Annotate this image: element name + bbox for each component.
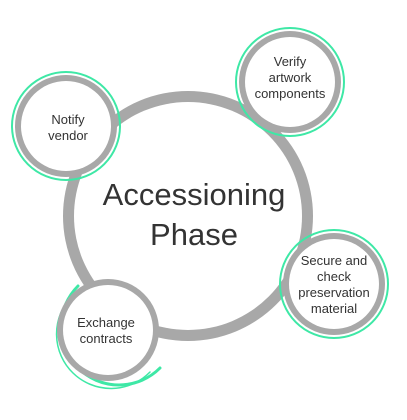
- step-exchange-fill: [63, 285, 153, 375]
- step-label-exchange: Exchange contracts: [77, 314, 135, 346]
- center-circle-fill: [74, 102, 302, 330]
- step-node-secure: [279, 229, 389, 339]
- step-secure-accent: [279, 229, 389, 339]
- step-label-verify: Verify artwork components: [254, 53, 326, 102]
- center-label: Accessioning Phase: [102, 176, 286, 252]
- step-notify-accent: [11, 71, 121, 181]
- step-label-secure: Secure and check preservation material: [298, 252, 370, 317]
- step-verify-fill: [245, 37, 335, 127]
- step-label-notify: Notify vendor: [48, 111, 88, 143]
- step-verify-accent: [235, 27, 345, 137]
- center-node: [63, 91, 313, 341]
- step-node-notify: [11, 71, 121, 181]
- step-secure-fill: [289, 239, 379, 329]
- step-notify-fill: [21, 81, 111, 171]
- step-node-verify: [235, 27, 345, 137]
- step-node-exchange: [55, 279, 162, 390]
